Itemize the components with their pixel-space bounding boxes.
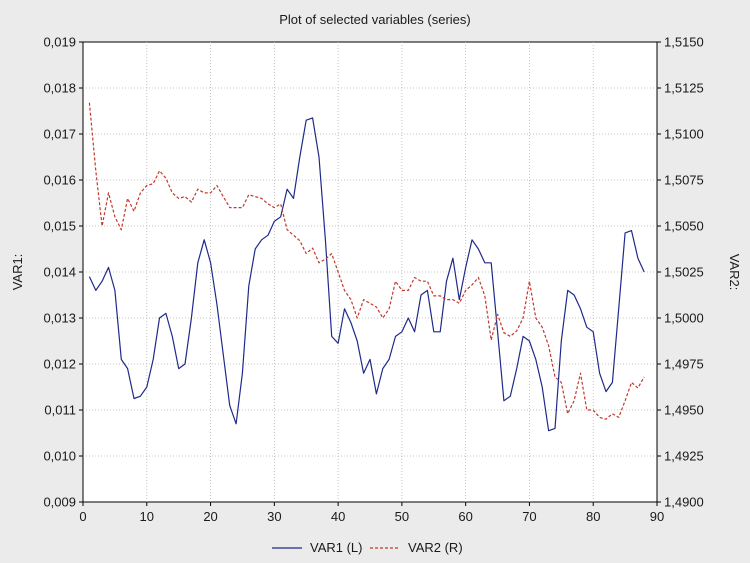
y-right-tick-label: 1,5050 bbox=[664, 219, 704, 234]
y-right-tick-label: 1,4900 bbox=[664, 495, 704, 510]
y-right-tick-label: 1,5000 bbox=[664, 311, 704, 326]
y-left-tick-label: 0,019 bbox=[43, 35, 76, 50]
plot-area bbox=[82, 41, 658, 503]
y-left-tick-label: 0,013 bbox=[43, 311, 76, 326]
y-left-tick-label: 0,014 bbox=[43, 265, 76, 280]
y-axis-left-label: VAR1: bbox=[10, 254, 25, 291]
legend: VAR1 (L) VAR2 (R) bbox=[272, 540, 463, 555]
x-tick-label: 0 bbox=[79, 509, 86, 524]
y-axis-right-label: VAR2: bbox=[727, 254, 742, 291]
y-right-tick-label: 1,4975 bbox=[664, 357, 704, 372]
series-line-var1 bbox=[88, 117, 645, 432]
y-right-tick-label: 1,4950 bbox=[664, 403, 704, 418]
x-tick-label: 10 bbox=[140, 509, 154, 524]
x-tick-label: 20 bbox=[203, 509, 217, 524]
chart-title: Plot of selected variables (series) bbox=[279, 12, 470, 27]
y-right-tick-label: 1,5075 bbox=[664, 173, 704, 188]
x-tick-label: 30 bbox=[267, 509, 281, 524]
y-right-tick-label: 1,5150 bbox=[664, 35, 704, 50]
y-left-tick-label: 0,018 bbox=[43, 81, 76, 96]
y-right-tick-label: 1,4925 bbox=[664, 449, 704, 464]
y-left-tick-label: 0,012 bbox=[43, 357, 76, 372]
y-axis-left: 0,009 0,010 0,011 0,012 0,013 0,014 0,015 0,016… bbox=[43, 35, 83, 510]
y-left-tick-label: 0,015 bbox=[43, 219, 76, 234]
x-tick-label: 90 bbox=[650, 509, 664, 524]
y-right-tick-label: 1,5100 bbox=[664, 127, 704, 142]
x-axis: 0 10 20 30 40 50 60 70 80 90 bbox=[79, 502, 664, 524]
y-left-tick-label: 0,009 bbox=[43, 495, 76, 510]
x-tick-label: 60 bbox=[458, 509, 472, 524]
series-layer bbox=[88, 102, 645, 432]
legend-label-var2: VAR2 (R) bbox=[408, 540, 463, 555]
x-tick-label: 70 bbox=[522, 509, 536, 524]
y-left-tick-label: 0,010 bbox=[43, 449, 76, 464]
x-tick-label: 40 bbox=[331, 509, 345, 524]
legend-label-var1: VAR1 (L) bbox=[310, 540, 363, 555]
y-right-tick-label: 1,5125 bbox=[664, 81, 704, 96]
y-right-tick-label: 1,5025 bbox=[664, 265, 704, 280]
y-left-tick-label: 0,016 bbox=[43, 173, 76, 188]
y-left-tick-label: 0,017 bbox=[43, 127, 76, 142]
series-line-var2 bbox=[88, 102, 645, 420]
x-tick-label: 50 bbox=[395, 509, 409, 524]
y-left-tick-label: 0,011 bbox=[44, 403, 76, 418]
x-tick-label: 80 bbox=[586, 509, 600, 524]
y-axis-right: 1,4900 1,4925 1,4950 1,4975 1,5000 1,5025 1,50… bbox=[657, 35, 704, 510]
